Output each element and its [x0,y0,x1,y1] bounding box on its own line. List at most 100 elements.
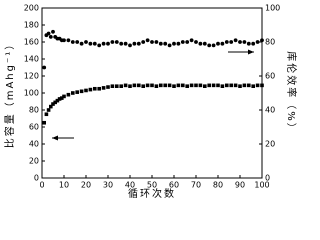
point [260,83,264,88]
x-tick-label: 70 [191,181,201,190]
point [224,40,229,44]
y2-tick-label: 0 [265,174,270,183]
chart: 循环次数 比容量（mAhg⁻¹） 库伦效率（%） 020406080100120… [3,4,298,201]
x-tick-label: 50 [147,181,157,190]
point [220,84,225,88]
point [154,84,159,88]
point [84,88,88,93]
point [75,40,80,44]
arrow-right [228,49,254,55]
y-tick-label: 120 [24,72,39,81]
y-axis-title: 比容量（mAhg⁻¹） [3,38,16,149]
point [141,40,146,44]
point [216,41,220,46]
point [46,108,51,112]
x-tick-label: 80 [213,181,223,190]
x-tick-label: 30 [103,181,113,190]
point [246,41,251,46]
x-tick-label: 100 [254,181,269,190]
point [97,43,102,48]
point [70,40,75,44]
point [211,43,216,48]
point [167,83,172,88]
y-tick-label: 0 [34,174,39,183]
point [106,85,110,89]
plot-frame [41,7,263,179]
point [172,41,176,46]
point [53,100,57,105]
point [93,86,97,91]
x-tick-label: 20 [81,181,91,190]
point [132,41,137,46]
x-tick-label: 0 [39,181,44,190]
point [198,41,203,46]
point [44,112,49,117]
point [154,40,159,44]
point [180,40,185,44]
point [48,35,53,39]
point [167,43,172,48]
point [141,84,145,88]
point [57,97,62,101]
point [251,41,256,46]
point [194,40,198,44]
point [106,41,110,46]
point [207,43,212,48]
point [62,38,66,43]
point [42,120,46,125]
point [123,41,128,46]
arrow-left [52,135,74,141]
point [194,83,198,88]
point [79,41,84,46]
point [119,84,123,88]
y2-tick-label: 100 [265,4,280,13]
point [88,41,93,46]
point [101,41,106,46]
point [75,90,79,94]
y-tick-label: 20 [29,157,39,166]
point [110,84,115,88]
point [132,83,137,88]
point [242,40,247,44]
point [123,83,128,88]
point [203,84,207,88]
point [198,83,203,88]
point [51,29,55,34]
point [136,41,141,46]
point [233,83,238,88]
y-tick-label: 140 [24,55,39,64]
point [42,65,47,70]
point [66,38,71,43]
point [242,83,247,88]
point [145,38,150,43]
x-tick-label: 90 [235,181,245,190]
point [233,38,238,43]
point [62,94,66,99]
point [159,83,163,88]
point [84,40,88,44]
y-tick-label: 60 [29,123,39,132]
point [101,86,106,90]
point [114,40,119,44]
point [247,83,251,88]
point [216,83,220,88]
point [202,41,207,46]
point [251,84,255,88]
point [92,41,97,46]
point [158,41,163,46]
point [55,98,60,103]
point [211,83,216,88]
point [189,38,194,43]
point [220,41,225,46]
point [49,104,53,109]
point [97,86,101,91]
point [150,83,154,88]
point [60,96,64,100]
point [238,84,242,88]
point [189,83,194,88]
point [238,40,242,44]
point [176,41,181,46]
x-tick-label: 10 [59,181,69,190]
point [71,91,75,95]
point [150,40,154,44]
